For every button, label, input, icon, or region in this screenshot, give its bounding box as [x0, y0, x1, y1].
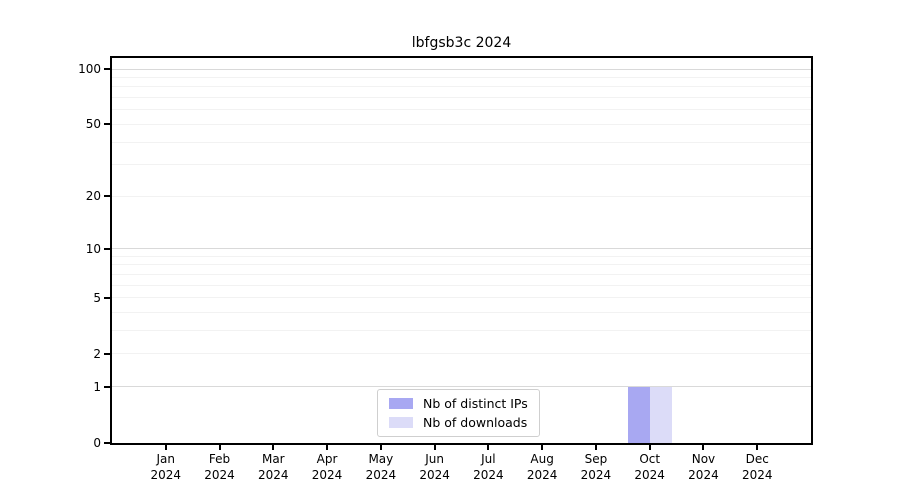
x-tick-mark-nov	[702, 445, 705, 450]
x-tick-label-may: May 2024	[341, 451, 421, 483]
year-label: 2024	[473, 468, 504, 482]
legend-entry-distinct-ips: Nb of distinct IPs	[389, 396, 528, 411]
gridline-minor-30	[112, 164, 811, 166]
year-label: 2024	[741, 468, 773, 482]
month-label: Dec	[745, 452, 769, 466]
legend-label-downloads: Nb of downloads	[423, 415, 528, 430]
month-label: Mar	[261, 452, 285, 466]
month-label: Jun	[425, 452, 444, 466]
gridline-minor-50	[112, 123, 811, 125]
month-label: Apr	[316, 452, 338, 466]
y-tick-mark-0	[104, 442, 110, 444]
x-tick-mark-dec	[756, 445, 759, 450]
x-tick-label-nov: Nov 2024	[663, 451, 743, 483]
y-tick-label-20: 20	[85, 189, 101, 204]
gridline-minor-9	[112, 255, 811, 257]
gridline-major-1	[112, 386, 811, 388]
y-tick-mark-100	[104, 68, 110, 70]
gridline-minor-7	[112, 273, 811, 275]
year-label: 2024	[311, 468, 343, 482]
x-tick-mark-feb	[218, 445, 221, 450]
month-label: Oct	[639, 452, 661, 466]
x-tick-label-jul: Jul 2024	[448, 451, 528, 483]
x-tick-label-dec: Dec 2024	[717, 451, 797, 483]
x-tick-mark-jan	[164, 445, 167, 450]
y-tick-label-10: 10	[85, 241, 101, 256]
legend-label-distinct-ips: Nb of distinct IPs	[423, 396, 528, 411]
x-tick-label-oct: Oct 2024	[610, 451, 690, 483]
year-label: 2024	[419, 468, 450, 482]
y-tick-label-5: 5	[93, 290, 101, 305]
gridline-minor-70	[112, 97, 811, 99]
bar-nb-of-downloads-oct	[649, 386, 672, 443]
y-tick-label-2: 2	[93, 346, 101, 361]
legend-swatch-distinct-ips-icon	[389, 398, 413, 409]
gridline-minor-20	[112, 195, 811, 197]
legend: Nb of distinct IPs Nb of downloads	[377, 389, 540, 437]
gridline-minor-8	[112, 264, 811, 266]
y-tick-label-0: 0	[93, 436, 101, 450]
gridline-minor-4	[112, 312, 811, 314]
month-label: Sep	[584, 452, 608, 466]
y-tick-mark-5	[104, 296, 110, 299]
month-label: Jul	[481, 452, 496, 466]
x-tick-mark-jun	[433, 445, 436, 450]
legend-swatch-downloads-icon	[389, 417, 413, 428]
year-label: 2024	[204, 468, 235, 482]
x-tick-label-mar: Mar 2024	[233, 451, 313, 483]
chart-title: lbfgsb3c 2024	[411, 35, 512, 51]
month-label: Nov	[691, 452, 716, 466]
x-tick-label-apr: Apr 2024	[287, 451, 367, 483]
year-label: 2024	[150, 468, 182, 482]
x-tick-label-jan: Jan 2024	[126, 451, 206, 483]
gridline-minor-2	[112, 353, 811, 355]
gridline-major-100	[112, 68, 811, 70]
year-label: 2024	[526, 468, 558, 482]
year-label: 2024	[365, 468, 397, 482]
month-label: Aug	[530, 452, 554, 466]
y-tick-label-50: 50	[85, 117, 101, 132]
y-tick-mark-1	[104, 385, 110, 388]
x-tick-mark-oct	[648, 445, 651, 450]
x-tick-label-feb: Feb 2024	[180, 451, 260, 483]
x-tick-label-jun: Jun 2024	[395, 451, 475, 483]
gridline-minor-5	[112, 297, 811, 299]
y-tick-mark-2	[104, 352, 110, 355]
gridline-minor-3	[112, 330, 811, 332]
gridline-minor-60	[112, 109, 811, 111]
legend-entry-downloads: Nb of downloads	[389, 415, 528, 430]
x-tick-mark-sep	[594, 445, 597, 450]
y-tick-label-100: 100	[78, 62, 101, 76]
x-tick-label-aug: Aug 2024	[502, 451, 582, 483]
y-tick-mark-20	[104, 195, 110, 198]
gridline-major-10	[112, 248, 811, 250]
x-tick-label-sep: Sep 2024	[556, 451, 636, 483]
gridline-minor-40	[112, 141, 811, 143]
year-label: 2024	[688, 468, 719, 482]
year-label: 2024	[580, 468, 612, 482]
gridline-minor-6	[112, 284, 811, 286]
x-tick-mark-apr	[326, 445, 329, 450]
x-tick-mark-jul	[487, 445, 490, 450]
x-tick-mark-mar	[272, 445, 275, 450]
year-label: 2024	[258, 468, 289, 482]
x-tick-mark-may	[379, 445, 382, 450]
month-label: May	[368, 452, 394, 466]
y-tick-label-1: 1	[93, 379, 101, 394]
x-tick-mark-aug	[541, 445, 544, 450]
gridline-minor-90	[112, 76, 811, 78]
plot-area: Nb of distinct IPs Nb of downloads	[110, 56, 813, 445]
month-label: Feb	[208, 452, 231, 466]
y-tick-mark-10	[104, 247, 110, 250]
bar-nb-of-distinct-ips-oct	[627, 386, 650, 443]
gridline-minor-80	[112, 86, 811, 88]
month-label: Jan	[156, 452, 176, 466]
year-label: 2024	[634, 468, 665, 482]
y-tick-mark-50	[104, 123, 110, 126]
